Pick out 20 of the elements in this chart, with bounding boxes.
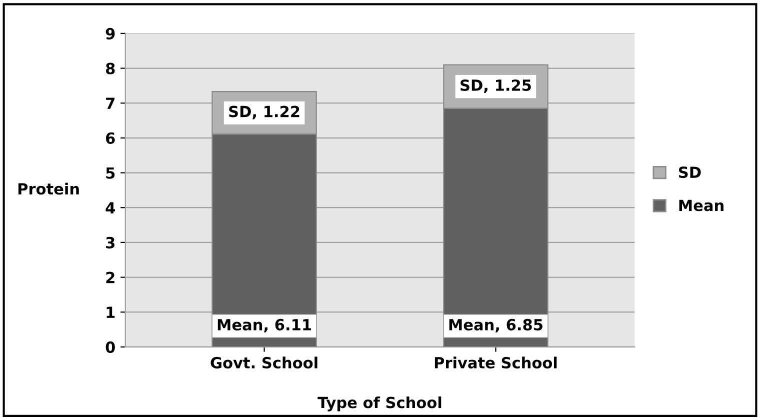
y-tick-label: 1 [106,306,115,318]
x-tick-label: Govt. School [210,356,318,368]
y-tick-label: 9 [106,28,115,40]
y-tick-label: 4 [106,202,115,214]
y-tick-label: 3 [106,236,114,248]
x-axis-title: Type of School [318,396,442,412]
legend-label: SD [678,166,701,178]
y-tick-label: 0 [106,341,115,353]
y-tick-label: 5 [106,167,115,179]
y-tick-label: 2 [106,272,114,284]
y-tick-label: 6 [106,132,115,144]
data-label: Mean, 6.11 [218,318,312,332]
data-label: Mean, 6.85 [449,318,542,332]
y-tick-label: 8 [106,62,115,74]
y-axis-title: Protein [18,182,79,195]
data-label: SD, 1.25 [460,79,531,93]
data-label: SD, 1.22 [229,106,300,120]
legend-label: Mean [679,200,724,212]
x-tick-label: Private School [434,356,557,368]
y-tick-label: 7 [106,98,114,109]
